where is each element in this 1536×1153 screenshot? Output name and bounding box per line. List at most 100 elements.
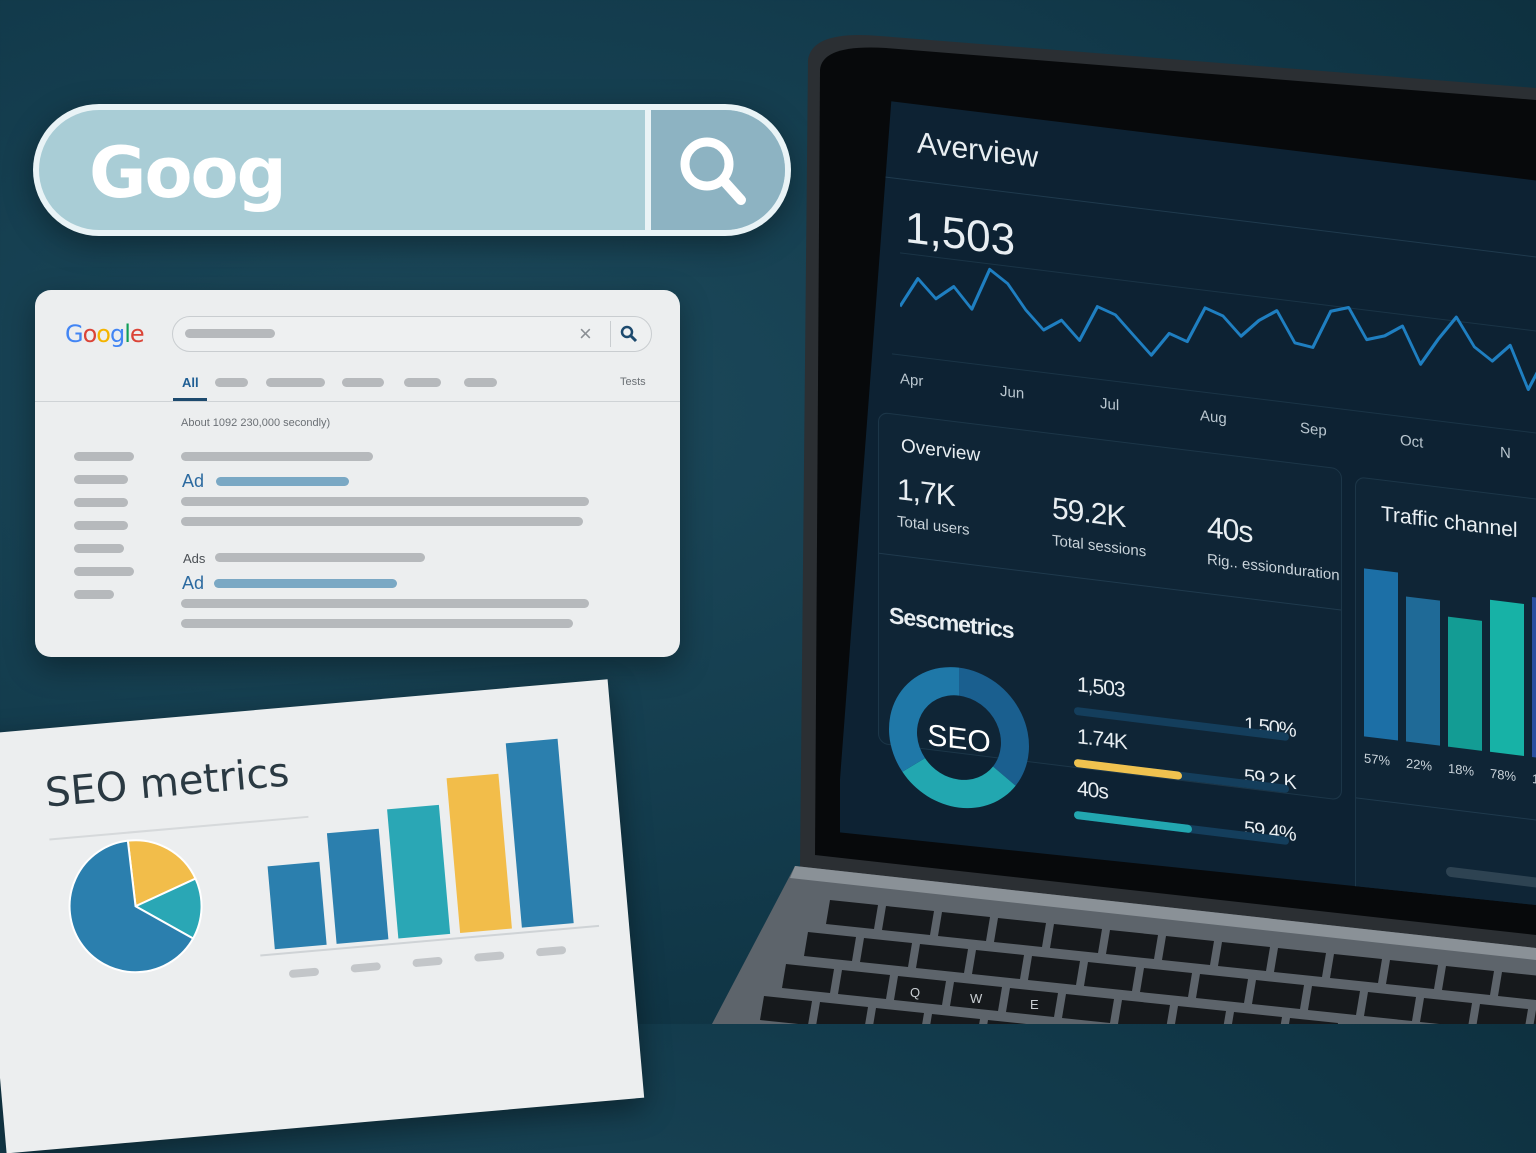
keyboard-key <box>1118 1000 1170 1024</box>
keyboard-key <box>1533 1010 1536 1024</box>
keyboard-key <box>1386 960 1438 989</box>
metric-progress-fill <box>1074 810 1193 834</box>
traffic-line-chart <box>900 267 1536 392</box>
stat-value: 40s <box>1207 511 1253 550</box>
keyboard-key <box>816 1002 868 1024</box>
metric-value: 1,503 <box>1077 673 1125 702</box>
ad-label: Ad <box>182 573 205 593</box>
sidebar-line <box>74 498 128 507</box>
report-bar <box>267 861 327 950</box>
key-label: Q <box>910 985 920 1000</box>
month-label: Jun <box>1000 382 1025 403</box>
keyboard-key <box>916 944 968 973</box>
keyboard-key <box>1232 1012 1282 1024</box>
sidebar-line <box>74 590 114 599</box>
keyboard-key <box>1420 998 1472 1024</box>
result-line <box>181 497 589 506</box>
keyboard-key <box>1252 980 1304 1009</box>
traffic-bar-label: 1 <box>1532 770 1536 787</box>
tab[interactable] <box>266 378 325 387</box>
result-stats: About 1092 230,000 secondly) <box>181 417 331 429</box>
sidebar-line <box>74 521 128 530</box>
deck-edge <box>790 866 1536 960</box>
ad-title-link[interactable] <box>216 477 349 486</box>
donut-label: SEO <box>927 719 990 760</box>
logo-letter: o <box>82 320 98 348</box>
keyboard-key <box>1084 962 1136 991</box>
report-charts <box>68 738 600 978</box>
divider <box>35 401 680 402</box>
result-line <box>181 599 589 608</box>
search-bar-field[interactable]: Goog <box>39 110 785 230</box>
keyboard-key <box>873 1008 924 1024</box>
search-results-card: Google × All Tests About 1092 230,000 se… <box>35 290 680 657</box>
x-tick-label-placeholder <box>474 951 505 962</box>
keyboard-key <box>1274 948 1326 977</box>
sidebar-line <box>74 475 128 484</box>
keyboard-key <box>1062 994 1114 1023</box>
traffic-bar <box>1406 596 1440 746</box>
stat-value: 59.2K <box>1052 492 1126 535</box>
month-label: Apr <box>900 370 924 391</box>
metric-value: 40s <box>1077 777 1108 804</box>
divider <box>610 321 611 347</box>
sidebar-line <box>74 544 124 553</box>
traffic-bar-label: 18% <box>1448 760 1475 779</box>
metric-progress-fill <box>1074 758 1182 780</box>
logo-letter: G <box>65 320 84 348</box>
ad-title-link[interactable] <box>214 579 397 588</box>
search-bar[interactable]: Goog <box>33 104 791 236</box>
traffic-bar-label: 78% <box>1490 765 1517 785</box>
keyboard-key <box>826 900 878 929</box>
keyboard-key <box>1140 968 1192 997</box>
result-line <box>181 619 573 628</box>
x-tick-label-placeholder <box>412 957 443 967</box>
serp-search-input[interactable]: × <box>172 316 652 352</box>
x-tick-label-placeholder <box>350 962 381 973</box>
search-button[interactable] <box>645 110 785 230</box>
x-tick-label-placeholder <box>289 967 319 978</box>
keyboard-key <box>1050 924 1102 953</box>
search-query: Goog <box>89 132 287 214</box>
keyboard-key <box>1330 954 1382 983</box>
tab[interactable] <box>215 378 248 387</box>
report-bar <box>505 738 574 928</box>
traffic-bar <box>1448 616 1482 751</box>
sidebar-line <box>74 452 134 461</box>
donut-segment <box>889 667 959 772</box>
report-bar <box>326 828 389 944</box>
keyboard-key <box>1442 966 1494 995</box>
metric-value: 1.74K <box>1077 725 1127 755</box>
clear-icon[interactable]: × <box>579 321 592 346</box>
tab[interactable] <box>342 378 384 387</box>
keyboard-key <box>760 996 812 1024</box>
tab-all[interactable]: All <box>182 375 199 390</box>
chart-baseline <box>260 924 600 957</box>
traffic-bar <box>1490 599 1524 756</box>
tab-tests[interactable]: Tests <box>620 376 646 388</box>
keyboard-key <box>1498 972 1536 1000</box>
stat-label: Total users <box>897 512 970 539</box>
google-logo: Google <box>65 320 145 348</box>
overview-card: Overview 1,7K Total users 59.2K Total sessi… <box>878 411 1342 846</box>
donut-segment <box>959 667 1029 786</box>
tab[interactable] <box>404 378 441 387</box>
keyboard-key <box>860 938 912 967</box>
scroll-handle[interactable] <box>1446 866 1536 889</box>
keyboard-key <box>1364 992 1416 1021</box>
ad-label: Ad <box>182 471 205 491</box>
logo-letter: e <box>129 320 145 348</box>
keyboard-key <box>1106 930 1158 959</box>
keyboard-key <box>1476 1004 1528 1024</box>
seo-metrics-title: Sescmetrics <box>889 602 1014 644</box>
traffic-channel-card: Traffic channel 57% 22% 18% 78% 1 <box>1355 476 1536 905</box>
search-icon[interactable] <box>620 325 638 343</box>
tab[interactable] <box>464 378 497 387</box>
keyboard-key <box>987 1020 1027 1024</box>
keyboard-key <box>1196 974 1248 1003</box>
traffic-title: Traffic channel <box>1381 502 1518 543</box>
keyboard-key <box>894 976 946 1005</box>
search-icon <box>680 137 746 205</box>
pie-slice <box>68 839 195 974</box>
keyboard-key <box>930 1014 980 1024</box>
